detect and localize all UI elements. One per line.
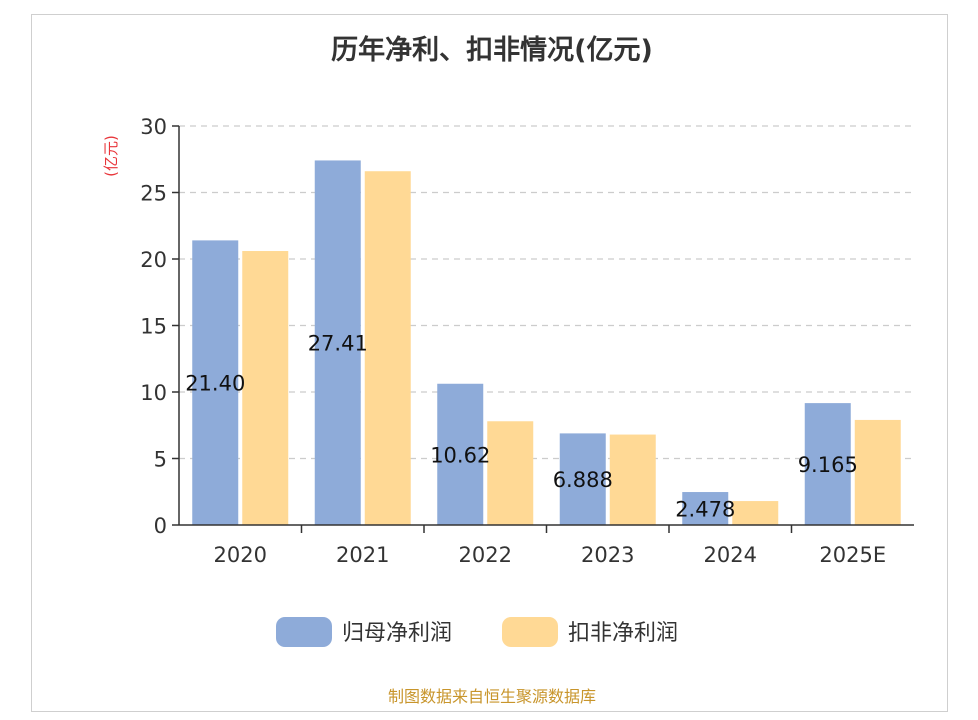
legend-label: 扣非净利润 bbox=[568, 621, 678, 646]
bar-net-profit bbox=[804, 403, 851, 525]
data-source-note: 制图数据来自恒生聚源数据库 bbox=[388, 687, 596, 706]
bar-value-label: 6.888 bbox=[553, 468, 613, 492]
legend-item[interactable]: 扣非净利润 bbox=[502, 617, 678, 647]
bar-deducted-net-profit bbox=[732, 501, 779, 525]
legend-item[interactable]: 归母净利润 bbox=[276, 617, 452, 647]
bar-net-profit bbox=[314, 160, 361, 525]
bar-net-profit bbox=[192, 240, 239, 525]
bar-net-profit bbox=[559, 433, 606, 525]
bar-value-label: 10.62 bbox=[430, 443, 490, 467]
x-tick-label: 2025E bbox=[819, 543, 886, 567]
y-tick-label: 0 bbox=[154, 514, 167, 538]
bar-value-label: 27.41 bbox=[308, 332, 368, 356]
chart-title: 历年净利、扣非情况(亿元) bbox=[331, 34, 653, 66]
bar-value-label: 2.478 bbox=[675, 498, 735, 522]
bar-deducted-net-profit bbox=[242, 251, 289, 525]
chart-frame bbox=[31, 14, 948, 712]
y-axis-unit-label: (亿元) bbox=[102, 135, 120, 177]
y-tick-label: 25 bbox=[140, 182, 167, 206]
x-tick-label: 2024 bbox=[704, 543, 757, 567]
x-tick-label: 2020 bbox=[214, 543, 267, 567]
y-tick-label: 15 bbox=[140, 315, 167, 339]
grid-lines bbox=[179, 125, 914, 460]
bars bbox=[192, 160, 901, 525]
x-tick-label: 2023 bbox=[581, 543, 634, 567]
legend[interactable]: 归母净利润 扣非净利润 bbox=[276, 617, 678, 647]
axes: 0 5 10 15 20 25 30 2020 2021 2022 2023 2024 2025E bbox=[140, 115, 914, 567]
legend-swatch bbox=[276, 617, 332, 647]
y-tick-label: 20 bbox=[140, 248, 167, 272]
bar-net-profit bbox=[437, 383, 484, 525]
legend-swatch bbox=[502, 617, 558, 647]
bar-net-profit bbox=[682, 492, 729, 525]
y-tick-label: 30 bbox=[140, 115, 167, 139]
bar-deducted-net-profit bbox=[609, 434, 656, 525]
bar-deducted-net-profit bbox=[854, 419, 901, 525]
y-tick-label: 5 bbox=[154, 448, 167, 472]
bar-value-label: 21.40 bbox=[185, 372, 245, 396]
bar-deducted-net-profit bbox=[364, 171, 411, 525]
legend-label: 归母净利润 bbox=[342, 621, 452, 646]
x-tick-label: 2021 bbox=[336, 543, 389, 567]
bar-value-label: 9.165 bbox=[798, 453, 858, 477]
bar-deducted-net-profit bbox=[487, 421, 534, 525]
bar-labels: 21.40 27.41 10.62 6.888 2.478 9.165 bbox=[185, 332, 858, 522]
x-tick-label: 2022 bbox=[459, 543, 512, 567]
y-tick-label: 10 bbox=[140, 381, 167, 405]
